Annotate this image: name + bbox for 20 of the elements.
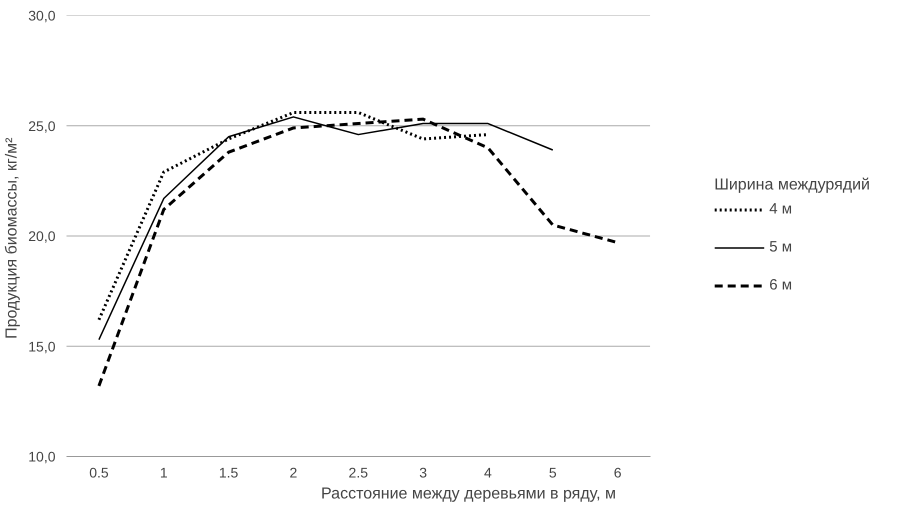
legend-label: 5 м <box>769 238 792 256</box>
x-axis-title: Расстояние между деревьями в ряду, м <box>321 486 616 502</box>
x-tick-label: 5 <box>548 464 557 480</box>
y-axis-title: Продукция биомассы, кг/м² <box>3 136 20 339</box>
x-tick-label: 1 <box>160 464 168 480</box>
x-tick-label: 2 <box>290 464 298 480</box>
legend-label: 4 м <box>769 200 792 218</box>
legend-label: 6 м <box>769 276 792 294</box>
x-tick-label: 0.5 <box>89 464 109 480</box>
x-tick-label: 6 <box>614 464 622 480</box>
y-tick-label: 15,0 <box>28 338 56 354</box>
x-tick-label: 2.5 <box>348 464 368 480</box>
y-tick-label: 10,0 <box>28 448 56 464</box>
x-tick-label: 1.5 <box>218 464 239 480</box>
x-tick-label: 3 <box>419 464 428 480</box>
legend-title: Ширина междурядий <box>714 176 870 194</box>
y-tick-label: 20,0 <box>28 228 56 244</box>
y-tick-label: 30,0 <box>28 8 56 24</box>
y-tick-label: 25,0 <box>28 118 56 134</box>
x-tick-label: 4 <box>484 464 492 480</box>
